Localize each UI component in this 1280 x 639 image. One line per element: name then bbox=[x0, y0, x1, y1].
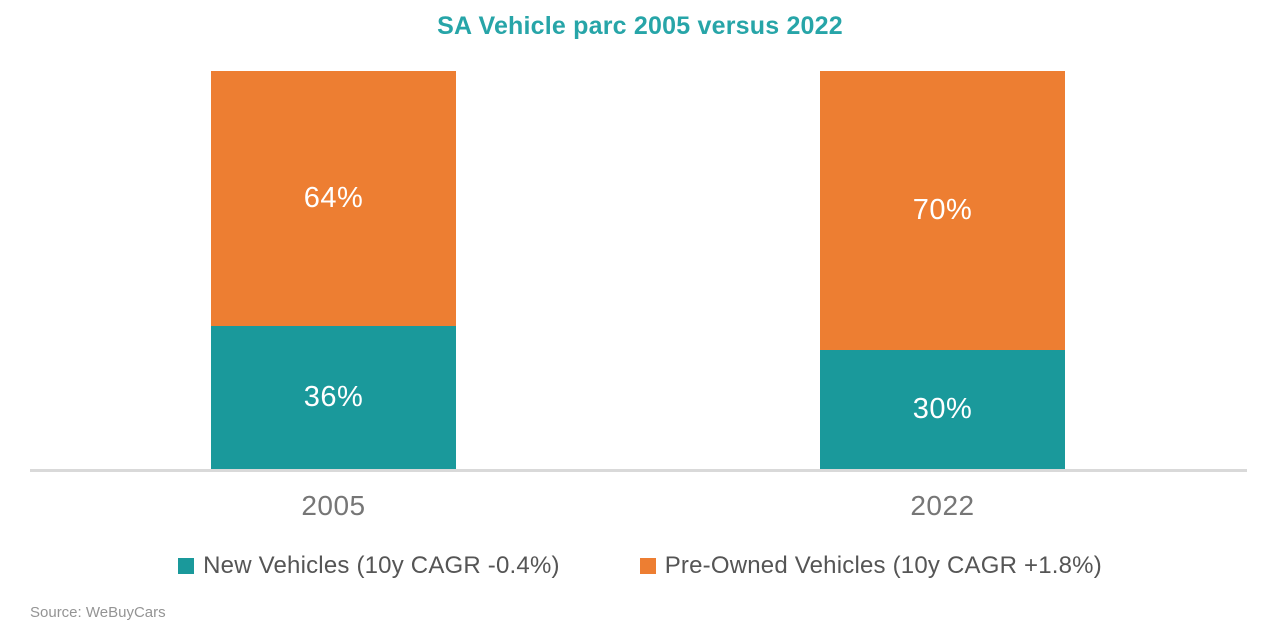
bar-2005: 64% 36% bbox=[211, 71, 456, 469]
legend-label-new-vehicles: New Vehicles (10y CAGR -0.4%) bbox=[203, 552, 560, 579]
legend-item-new-vehicles: New Vehicles (10y CAGR -0.4%) bbox=[178, 552, 560, 580]
bar-2022: 70% 30% bbox=[820, 71, 1065, 469]
legend: New Vehicles (10y CAGR -0.4%) Pre-Owned … bbox=[0, 552, 1280, 580]
x-axis-line bbox=[30, 469, 1247, 472]
segment-preowned-2005: 64% bbox=[211, 71, 456, 326]
legend-label-preowned-vehicles: Pre-Owned Vehicles (10y CAGR +1.8%) bbox=[664, 552, 1102, 579]
segment-label-preowned-2005: 64% bbox=[303, 181, 364, 214]
source-note: Source: WeBuyCars bbox=[30, 604, 166, 621]
chart-title: SA Vehicle parc 2005 versus 2022 bbox=[437, 12, 843, 40]
segment-label-new-2005: 36% bbox=[303, 380, 364, 413]
x-axis-label-2005: 2005 bbox=[301, 490, 366, 521]
segment-preowned-2022: 70% bbox=[820, 71, 1065, 350]
segment-new-2005: 36% bbox=[211, 325, 456, 469]
segment-label-preowned-2022: 70% bbox=[912, 193, 973, 226]
segment-new-2022: 30% bbox=[820, 349, 1065, 469]
legend-swatch-preowned-vehicles bbox=[639, 558, 656, 574]
legend-item-preowned-vehicles: Pre-Owned Vehicles (10y CAGR +1.8%) bbox=[639, 552, 1102, 580]
segment-label-new-2022: 30% bbox=[912, 392, 973, 425]
x-axis-label-2022: 2022 bbox=[910, 490, 975, 521]
legend-swatch-new-vehicles bbox=[178, 558, 195, 574]
